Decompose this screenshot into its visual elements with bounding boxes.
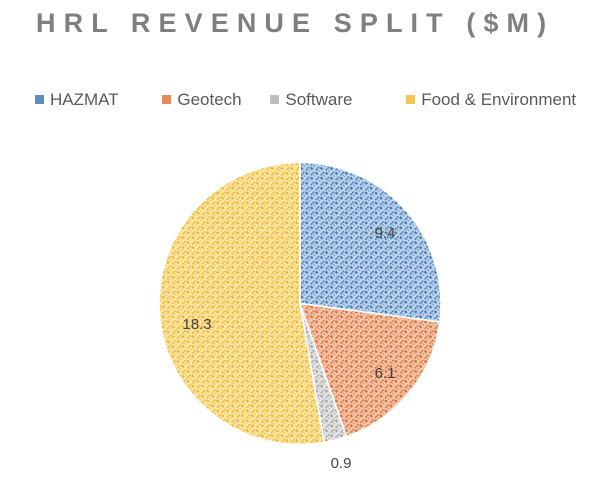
- svg-text:18.3: 18.3: [182, 316, 211, 333]
- svg-text:0.9: 0.9: [331, 455, 352, 472]
- svg-text:6.1: 6.1: [375, 365, 396, 382]
- svg-text:9.4: 9.4: [375, 225, 396, 242]
